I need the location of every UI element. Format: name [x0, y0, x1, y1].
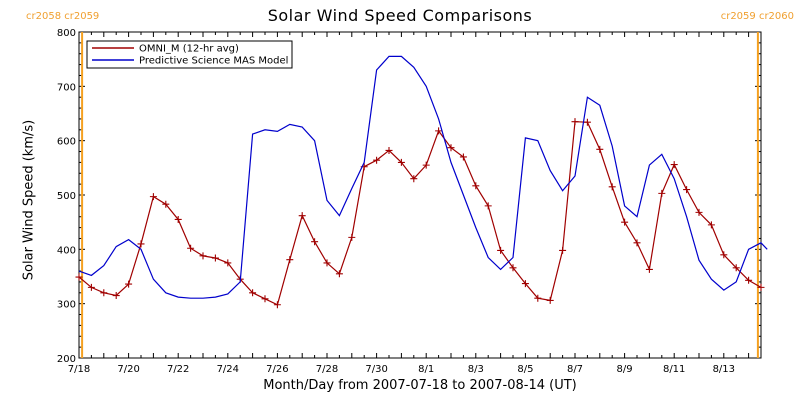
data-point: [211, 254, 219, 262]
x-tick-label: 7/28: [316, 364, 338, 375]
data-point: [273, 301, 281, 309]
x-tick-label: 7/18: [68, 364, 90, 375]
data-point: [757, 283, 765, 291]
data-point: [323, 259, 331, 267]
y-tick-label: 500: [57, 191, 76, 202]
data-point: [645, 265, 653, 273]
data-point: [509, 264, 517, 272]
data-point: [608, 183, 616, 191]
x-tick-label: 8/1: [418, 364, 434, 375]
data-point: [397, 158, 405, 166]
data-point: [385, 146, 393, 154]
data-point: [125, 280, 133, 288]
data-point: [199, 252, 207, 260]
carrington-marker-layer: [81, 32, 759, 358]
data-point: [261, 295, 269, 303]
y-tick-label: 400: [57, 245, 76, 256]
data-point: [100, 289, 108, 297]
data-point: [137, 240, 145, 248]
data-point: [559, 246, 567, 254]
data-point: [596, 145, 604, 153]
x-tick-label: 8/9: [617, 364, 633, 375]
data-point: [112, 292, 120, 300]
data-point: [435, 127, 443, 135]
data-point: [707, 221, 715, 229]
series-line-omni: [78, 121, 762, 306]
data-point: [745, 276, 753, 284]
x-tick-label: 7/30: [365, 364, 387, 375]
data-point: [422, 161, 430, 169]
series-line-mas: [78, 55, 768, 299]
x-tick-label: 8/11: [663, 364, 685, 375]
x-tick-label: 7/22: [167, 364, 189, 375]
data-point: [683, 186, 691, 194]
legend-box: [86, 40, 293, 69]
x-tick-label: 8/7: [567, 364, 583, 375]
data-point: [571, 118, 579, 126]
series-layer: [75, 55, 768, 309]
carrington-rotation-label-right: cr2059 cr2060: [720, 11, 794, 22]
data-point: [546, 296, 554, 304]
x-tick-label: 8/3: [468, 364, 484, 375]
data-point: [348, 233, 356, 241]
data-point: [162, 200, 170, 208]
legend-label: OMNI_M (12-hr avg): [139, 44, 239, 55]
data-point: [484, 202, 492, 210]
y-tick-label: 800: [57, 28, 76, 39]
data-point: [534, 294, 542, 302]
data-point: [298, 212, 306, 220]
x-axis-label: Month/Day from 2007-07-18 to 2007-08-14 …: [263, 378, 577, 393]
data-point: [224, 259, 232, 267]
data-point: [695, 208, 703, 216]
legend-label: Predictive Science MAS Model: [139, 56, 288, 67]
data-point: [521, 280, 529, 288]
x-tick-label: 8/5: [517, 364, 533, 375]
data-point: [286, 256, 294, 264]
y-axis-label: Solar Wind Speed (km/s): [21, 119, 37, 281]
data-point: [472, 182, 480, 190]
data-point: [621, 218, 629, 226]
x-tick-label: 7/20: [117, 364, 139, 375]
y-tick-label: 300: [57, 300, 76, 311]
legend: OMNI_M (12-hr avg)Predictive Science MAS…: [86, 40, 293, 69]
y-tick-label: 200: [57, 354, 76, 365]
data-point: [174, 215, 182, 223]
data-point: [670, 161, 678, 169]
y-tick-label: 600: [57, 137, 76, 148]
x-tick-label: 7/24: [217, 364, 239, 375]
x-tick-label: 8/13: [713, 364, 735, 375]
data-point: [311, 238, 319, 246]
data-point: [732, 264, 740, 272]
data-point: [497, 246, 505, 254]
data-point: [410, 175, 418, 183]
data-point: [658, 189, 666, 197]
y-tick-label: 700: [57, 82, 76, 93]
data-point: [249, 289, 257, 297]
data-point: [75, 273, 83, 281]
plot-frame: [78, 31, 762, 359]
data-point: [373, 156, 381, 164]
carrington-rotation-label-left: cr2058 cr2059: [26, 11, 100, 22]
data-point: [720, 251, 728, 259]
data-point: [149, 193, 157, 201]
x-tick-label: 7/26: [266, 364, 288, 375]
data-point: [87, 283, 95, 291]
data-point: [583, 118, 591, 126]
data-point: [459, 153, 467, 161]
data-point: [187, 244, 195, 252]
chart-title: Solar Wind Speed Comparisons: [267, 6, 533, 25]
data-point: [335, 270, 343, 278]
data-point: [633, 239, 641, 247]
data-point: [447, 144, 455, 152]
